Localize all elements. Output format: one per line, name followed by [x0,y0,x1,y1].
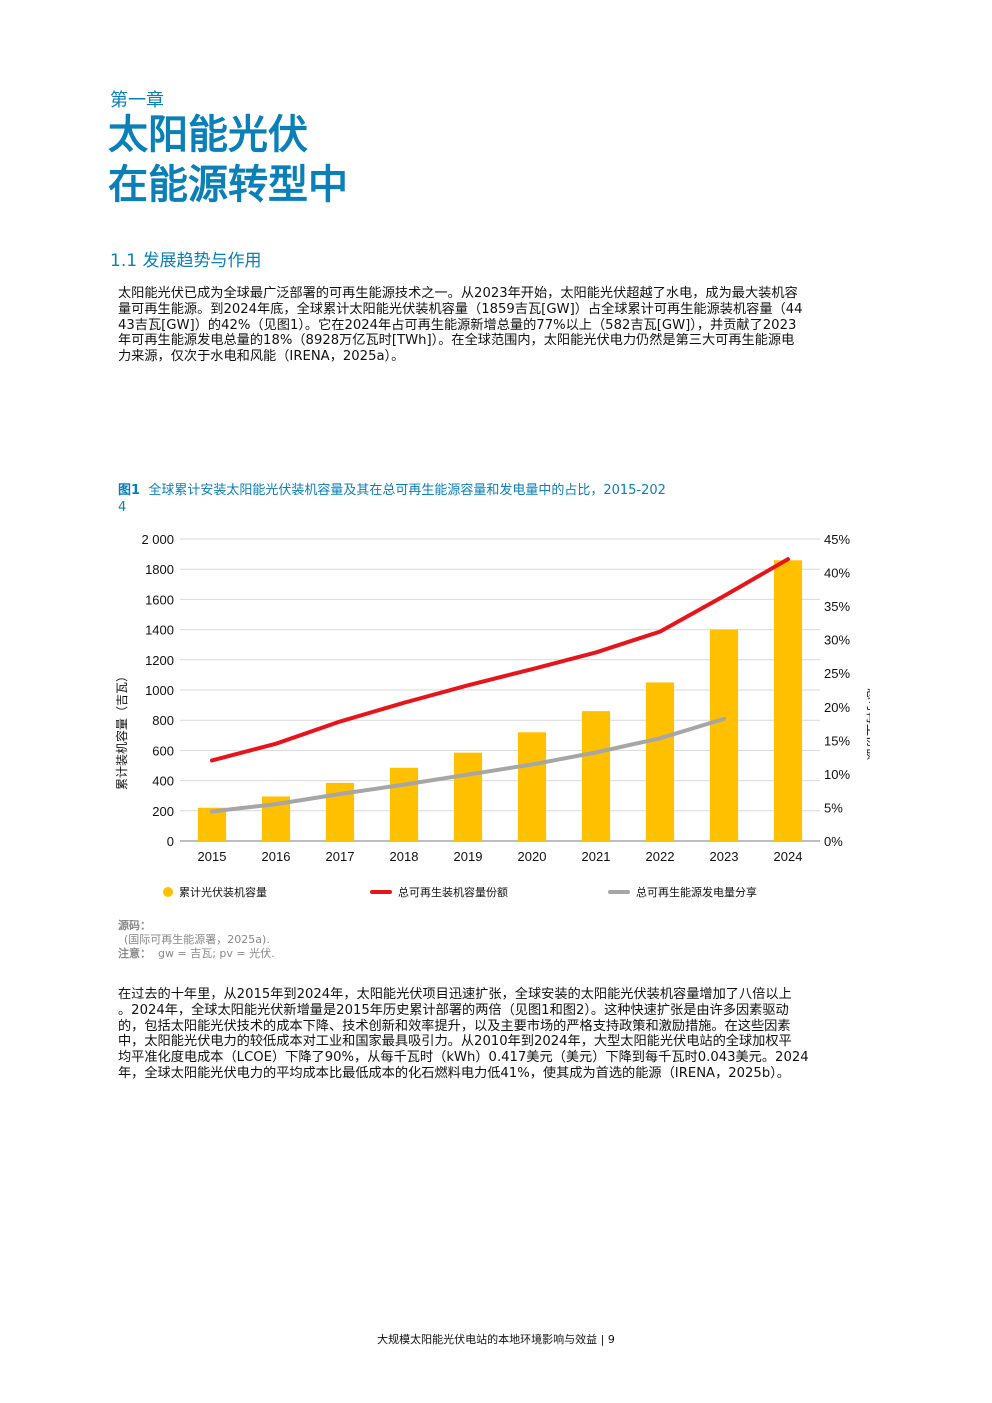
y-right-tick-label: 30% [824,633,850,648]
y-right-tick-label: 0% [824,834,843,849]
y-left-tick-label: 200 [152,804,174,819]
y-left-tick-label: 600 [152,743,174,758]
bar-2021 [581,711,611,841]
paragraph-line: 中，太阳能光伏电力的较低成本对工业和国家最具吸引力。从2010年到2024年，大… [118,1034,792,1050]
note-label: 注意： [118,947,151,960]
paragraph-line: 的，包括太阳能光伏技术的成本下降、技术创新和效率提升，以及主要市场的严格支持政策… [118,1018,791,1034]
legend-label: 总可再生装机容量份额 [398,886,508,899]
bar-2020 [517,732,547,841]
bar-2023 [709,629,739,841]
legend-swatch-red-line [370,890,392,894]
figure-caption-text-cont: 4 [118,500,127,515]
legend-label: 累计光伏装机容量 [179,886,267,899]
figure-notes: 源码： (国际可再生能源署，2025a). 注意： gw = 吉瓦; pv = … [118,919,275,961]
legend-label: 总可再生能源发电量分享 [636,886,757,899]
title-line-2: 在能源转型中 [108,162,348,208]
title-line-1: 太阳能光伏 [108,112,308,158]
y-right-tick-label: 45% [824,532,850,547]
x-tick-label: 2019 [454,849,483,864]
x-tick-label: 2022 [646,849,675,864]
x-tick-label: 2023 [710,849,739,864]
y-left-tick-label: 2 000 [141,532,174,547]
paragraph-line: 量可再生能源。到2024年底，全球累计太阳能光伏装机容量（1859吉瓦[GW]）… [118,301,803,317]
paragraph-1: 太阳能光伏已成为全球最广泛部署的可再生能源技术之一。从2023年开始，太阳能光伏… [118,286,886,365]
x-tick-label: 2017 [326,849,355,864]
paragraph-line: 力来源，仅次于水电和风能（IRENA，2025a）。 [118,349,405,365]
figure-label: 图1 [118,483,141,498]
y-left-tick-label: 1000 [145,683,174,698]
y-right-axis-title: 总可再生份额 [865,688,870,760]
x-tick-label: 2015 [198,849,227,864]
y-right-tick-label: 15% [824,733,850,748]
y-left-tick-label: 800 [152,713,174,728]
y-right-tick-label: 35% [824,599,850,614]
bar-2019 [453,752,483,841]
generation-share-line [210,716,726,814]
note-text: gw = 吉瓦; pv = 光伏. [158,947,275,960]
page-title: 太阳能光伏 在能源转型中 [108,110,348,210]
capacity-share-line [210,557,790,763]
paragraph-line: 43吉瓦[GW]）的42%（见图1）。它在2024年占可再生能源新增总量的77%… [118,317,797,333]
paragraph-line: 均平准化度电成本（LCOE）下降了90%，从每千瓦时（kWh）0.417美元（美… [118,1050,809,1066]
section-title: 1.1 发展趋势与作用 [110,251,262,271]
y-right-tick-label: 20% [824,700,850,715]
y-right-tick-label: 40% [824,566,850,581]
x-tick-label: 2024 [774,849,803,864]
legend-swatch-bar [163,887,173,897]
y-right-tick-label: 10% [824,767,850,782]
x-tick-label: 2020 [518,849,547,864]
paragraph-2: 在过去的十年里，从2015年到2024年，太阳能光伏项目迅速扩张，全球安装的太阳… [118,987,886,1082]
x-tick-label: 2018 [390,849,419,864]
legend-item-generation-share: 总可再生能源发电量分享 [608,884,757,900]
paragraph-line: 年可再生能源发电总量的18%（8928万亿瓦时[TWh]）。在全球范围内，太阳能… [118,333,795,349]
y-left-tick-label: 400 [152,774,174,789]
figure-caption-text: 全球累计安装太阳能光伏装机容量及其在总可再生能源容量和发电量中的占比，2015-… [148,483,666,498]
bar-2022 [645,682,675,841]
y-right-tick-label: 5% [824,800,843,815]
x-tick-label: 2021 [582,849,611,864]
paragraph-line: 。2024年，全球太阳能光伏新增量是2015年历史累计部署的两倍（见图1和图2）… [118,1002,789,1018]
y-left-tick-label: 1400 [145,623,174,638]
legend-item-capacity: 累计光伏装机容量 [163,884,267,900]
source-text: (国际可再生能源署，2025a). [124,933,270,946]
legend-item-capacity-share: 总可再生装机容量份额 [370,884,508,900]
x-tick-label: 2016 [262,849,291,864]
y-left-tick-label: 1600 [145,592,174,607]
legend-swatch-grey-line [608,890,630,894]
paragraph-line: 年，全球太阳能光伏电力的平均成本比最低成本的化石燃料电力低41%，使其成为首选的… [118,1065,790,1081]
paragraph-line: 在过去的十年里，从2015年到2024年，太阳能光伏项目迅速扩张，全球安装的太阳… [118,987,792,1002]
source-label: 源码： [118,919,151,932]
y-left-tick-label: 1200 [145,653,174,668]
paragraph-line: 太阳能光伏已成为全球最广泛部署的可再生能源技术之一。从2023年开始，太阳能光伏… [118,286,798,301]
y-left-tick-label: 1800 [145,562,174,577]
page-footer: 大规模太阳能光伏电站的本地环境影响与效益 | 9 [377,1333,615,1346]
capacity-share-chart: 0 200 400 600 800 1000 1200 1400 1600 1800 2 000 0%… [114,532,870,864]
y-left-tick-label: 0 [167,834,174,849]
y-right-tick-label: 25% [824,666,850,681]
chapter-label: 第一章 [110,90,164,111]
y-left-axis-title: 累计装机容量（吉瓦） [114,670,129,790]
bar-2018 [389,767,419,841]
figure-caption: 图1 全球累计安装太阳能光伏装机容量及其在总可再生能源容量和发电量中的占比，20… [118,482,758,516]
bar-2024 [773,560,803,841]
